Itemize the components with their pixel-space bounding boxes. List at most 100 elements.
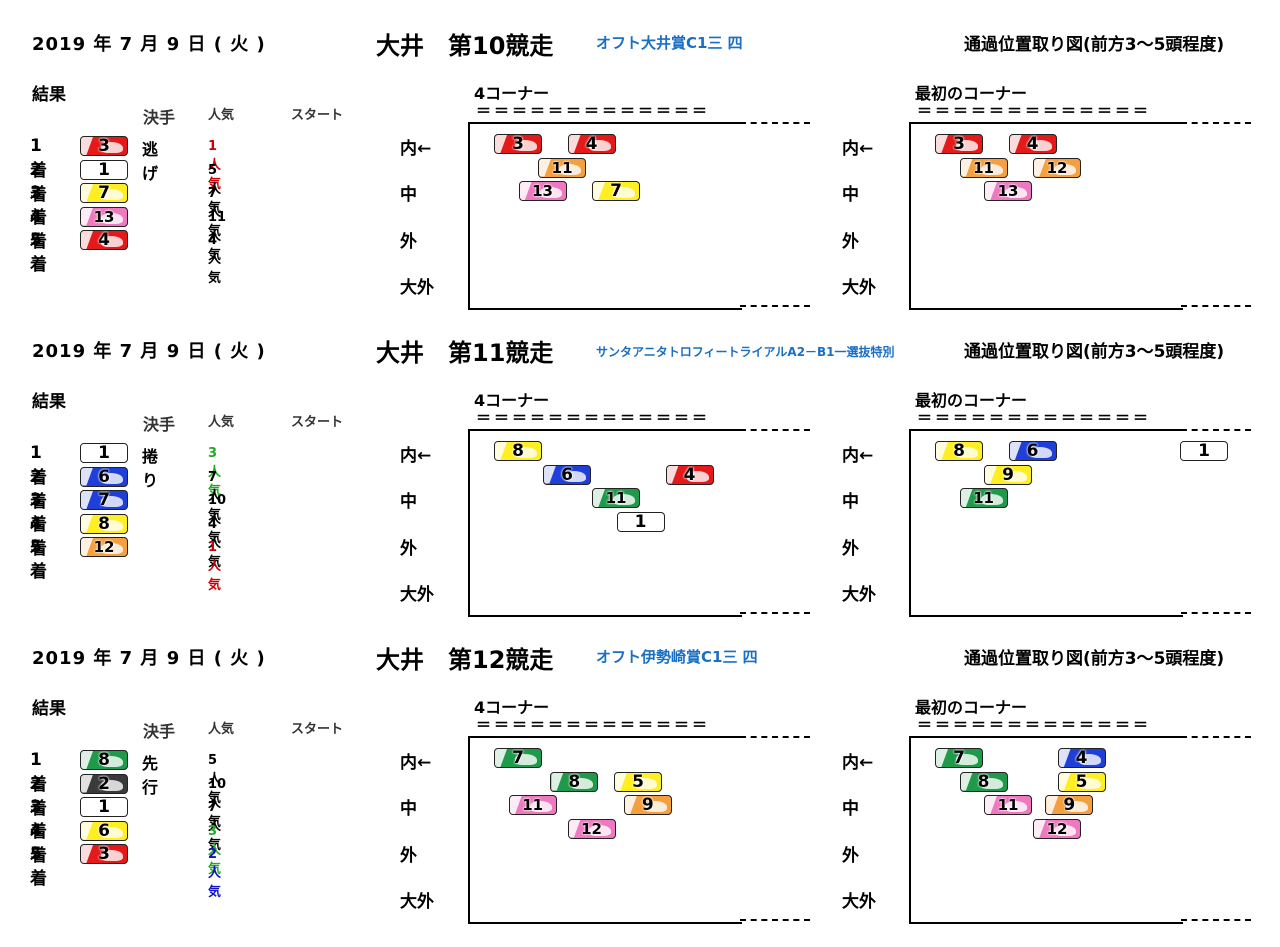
result-rank: 4着 xyxy=(30,206,47,252)
corner-box xyxy=(909,429,1183,617)
race-title: 大井 第12競走 xyxy=(376,646,554,674)
horse-number: 11 xyxy=(551,158,573,177)
horse-badge: 12 xyxy=(567,818,616,839)
horse-number: 3 xyxy=(98,844,110,864)
horse-badge: 3 xyxy=(935,134,983,154)
lane-label: 大外 xyxy=(400,585,434,605)
horse-number: 6 xyxy=(98,820,110,841)
horse-badge: 11 xyxy=(508,795,557,815)
horse-badge: 3 xyxy=(80,136,128,156)
col-kimete: 決手 xyxy=(143,415,176,434)
horse-number: 11 xyxy=(605,489,627,507)
horse-number: 11 xyxy=(973,489,994,507)
horse-silhouette-icon xyxy=(564,470,586,482)
result-rank: 3着 xyxy=(30,490,47,535)
horse-number: 1 xyxy=(634,511,647,532)
horse-number: 3 xyxy=(512,134,524,154)
horse-badge: 7 xyxy=(80,183,128,203)
lane-label: 外 xyxy=(842,232,859,252)
horse-number: 1 xyxy=(1198,441,1210,461)
horse-badge: 6 xyxy=(543,464,591,485)
horse-number: 11 xyxy=(973,158,994,177)
horse-silhouette-icon xyxy=(1005,187,1027,198)
horse-silhouette-icon xyxy=(515,140,537,151)
horse-badge: 8 xyxy=(935,441,983,461)
lane-label: 内← xyxy=(842,446,874,466)
horse-number: 8 xyxy=(98,513,110,534)
horse-silhouette-icon xyxy=(635,777,658,789)
lane-label: 外 xyxy=(400,846,417,866)
equal-line: ＝＝＝＝＝＝＝＝＝＝＝＝＝ xyxy=(476,409,711,427)
result-label: 結果 xyxy=(32,699,66,719)
horse-number: 7 xyxy=(98,183,110,203)
result-kimete: 捲り xyxy=(142,447,159,490)
horse-silhouette-icon xyxy=(686,470,709,482)
corner-box xyxy=(468,429,742,617)
result-ninki: 7人気 xyxy=(208,469,222,523)
result-kimete: 逃げ xyxy=(142,140,159,183)
horse-badge: 3 xyxy=(80,844,128,864)
col-kimete: 決手 xyxy=(143,108,176,127)
horse-badge: 8 xyxy=(550,771,599,792)
dash-line xyxy=(1181,919,1251,921)
dash-line xyxy=(1181,122,1251,124)
horse-number: 11 xyxy=(522,796,544,814)
horse-silhouette-icon xyxy=(515,754,537,765)
dash-line xyxy=(1181,305,1251,307)
horse-silhouette-icon xyxy=(571,777,594,789)
result-rank: 2着 xyxy=(30,466,47,512)
result-ninki: 2人気 xyxy=(208,847,222,900)
dash-line xyxy=(740,919,810,921)
lane-label: 大外 xyxy=(400,892,434,912)
horse-number: 12 xyxy=(581,819,602,838)
result-rank: 3着 xyxy=(30,183,47,228)
horse-number: 13 xyxy=(93,207,115,226)
horse-silhouette-icon xyxy=(101,189,123,200)
horse-badge: 8 xyxy=(80,750,128,770)
horse-badge: 11 xyxy=(959,157,1008,178)
lane-label: 中 xyxy=(842,799,859,819)
dash-line xyxy=(740,429,810,431)
horse-number: 8 xyxy=(98,750,110,770)
horse-silhouette-icon xyxy=(101,826,123,838)
result-rank: 5着 xyxy=(30,844,47,889)
horse-number: 1 xyxy=(98,159,110,180)
horse-badge: 9 xyxy=(1045,795,1094,815)
horse-silhouette-icon xyxy=(539,187,562,198)
col-start: スタート xyxy=(291,108,344,123)
horse-silhouette-icon xyxy=(613,187,635,198)
horse-silhouette-icon xyxy=(980,163,1003,175)
result-ninki: 1人気 xyxy=(208,540,222,593)
horse-silhouette-icon xyxy=(101,803,123,814)
horse-number: 7 xyxy=(953,748,965,768)
race-date: 2019 年 7 月 9 日 ( 火 ) xyxy=(32,341,266,362)
horse-badge: 7 xyxy=(494,748,542,768)
horse-silhouette-icon xyxy=(101,212,123,224)
race-name: オフト大井賞C1三 四 xyxy=(596,34,743,52)
horse-badge: 9 xyxy=(623,795,672,815)
horse-badge: 1 xyxy=(80,797,128,817)
horse-badge: 1 xyxy=(1180,441,1228,461)
horse-silhouette-icon xyxy=(101,779,123,791)
horse-number: 3 xyxy=(953,134,965,154)
lane-label: 大外 xyxy=(842,585,876,605)
horse-number: 5 xyxy=(1075,771,1088,792)
equal-line: ＝＝＝＝＝＝＝＝＝＝＝＝＝ xyxy=(476,102,711,120)
race-title: 大井 第10競走 xyxy=(376,32,554,60)
horse-number: 12 xyxy=(1046,819,1068,838)
lane-label: 中 xyxy=(400,492,417,512)
horse-number: 3 xyxy=(98,136,110,156)
horse-badge: 5 xyxy=(614,771,663,792)
equal-line: ＝＝＝＝＝＝＝＝＝＝＝＝＝ xyxy=(476,716,711,734)
horse-silhouette-icon xyxy=(1078,754,1101,765)
result-ninki: 10人気 xyxy=(208,776,227,830)
result-rank: 4着 xyxy=(30,820,47,866)
horse-number: 9 xyxy=(1002,464,1014,485)
race-name: サンタアニタトロフィートライアルA2－B1一選抜特別 xyxy=(596,345,895,359)
dash-line xyxy=(1181,429,1251,431)
dash-line xyxy=(740,736,810,738)
equal-line: ＝＝＝＝＝＝＝＝＝＝＝＝＝ xyxy=(917,716,1152,734)
horse-silhouette-icon xyxy=(101,756,123,767)
horse-number: 4 xyxy=(1026,134,1039,154)
result-ninki: 5人気 xyxy=(208,753,222,806)
